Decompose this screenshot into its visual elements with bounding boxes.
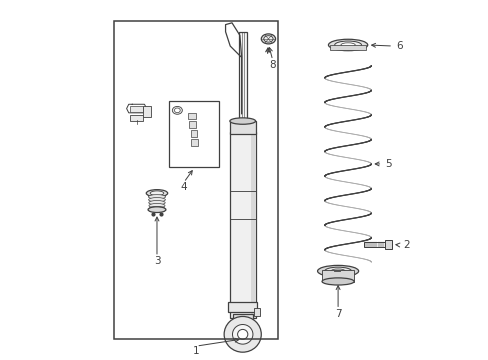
Bar	[130, 115, 143, 121]
Ellipse shape	[340, 43, 354, 47]
Ellipse shape	[148, 198, 165, 202]
Bar	[238, 32, 246, 132]
Ellipse shape	[334, 41, 361, 49]
Ellipse shape	[330, 269, 345, 273]
Ellipse shape	[150, 191, 163, 195]
Text: 2: 2	[403, 240, 409, 250]
Ellipse shape	[148, 195, 165, 199]
Ellipse shape	[174, 108, 180, 113]
Bar	[250, 132, 255, 318]
Bar	[149, 196, 164, 210]
Text: 7: 7	[334, 309, 341, 319]
Bar	[189, 121, 196, 128]
Ellipse shape	[317, 265, 358, 277]
Text: 4: 4	[180, 182, 187, 192]
Ellipse shape	[172, 107, 182, 114]
Bar	[114, 21, 278, 339]
Bar	[130, 107, 143, 112]
Ellipse shape	[322, 278, 353, 285]
Ellipse shape	[224, 316, 261, 352]
Ellipse shape	[148, 201, 165, 205]
Ellipse shape	[149, 203, 164, 208]
Bar	[229, 132, 255, 318]
Ellipse shape	[237, 329, 247, 339]
Bar	[169, 102, 219, 167]
Bar	[384, 240, 391, 249]
Bar	[253, 308, 260, 316]
Text: 8: 8	[269, 60, 275, 70]
Ellipse shape	[263, 36, 272, 42]
Text: 5: 5	[385, 159, 391, 169]
Bar	[329, 45, 365, 50]
Bar	[190, 139, 198, 146]
Ellipse shape	[261, 34, 275, 44]
Text: 6: 6	[395, 41, 402, 51]
Bar	[187, 113, 195, 118]
Bar	[229, 121, 255, 134]
Ellipse shape	[328, 39, 367, 51]
Ellipse shape	[324, 267, 351, 275]
Ellipse shape	[149, 206, 164, 211]
Bar	[227, 302, 257, 312]
Ellipse shape	[146, 190, 167, 197]
Text: 1: 1	[193, 346, 199, 356]
Bar	[190, 130, 196, 138]
Ellipse shape	[229, 118, 255, 124]
Bar	[322, 270, 353, 282]
Ellipse shape	[148, 207, 165, 212]
Bar	[143, 106, 151, 117]
Bar	[232, 314, 252, 328]
Text: 3: 3	[153, 256, 160, 266]
Bar	[364, 242, 384, 247]
Bar	[250, 132, 255, 318]
Ellipse shape	[232, 324, 252, 344]
